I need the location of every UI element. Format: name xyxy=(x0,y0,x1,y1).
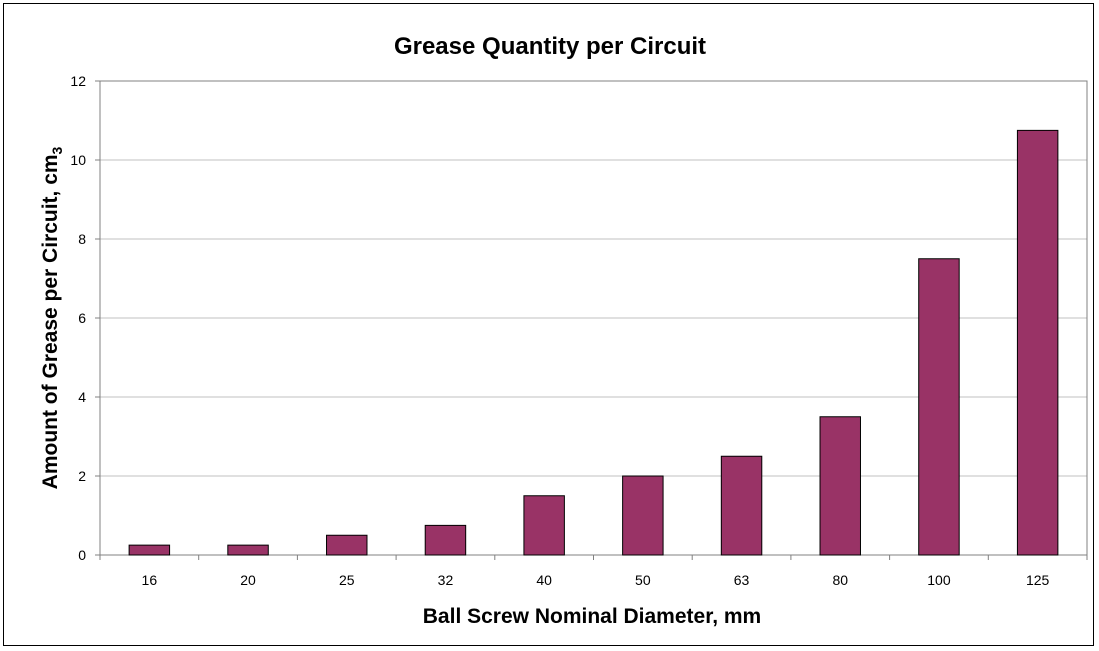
bar-100 xyxy=(918,258,960,556)
y-tick-label: 0 xyxy=(78,547,86,563)
bar-20 xyxy=(227,544,269,556)
bar-32 xyxy=(424,524,467,556)
x-tick-label: 50 xyxy=(635,572,651,588)
x-tick-label: 80 xyxy=(832,572,848,588)
x-axis-label: Ball Screw Nominal Diameter, mm xyxy=(423,605,761,628)
y-tick-label: 2 xyxy=(78,468,86,484)
y-axis-ticks: 0 2 4 6 8 10 12 xyxy=(70,73,100,563)
bar-125 xyxy=(1016,129,1059,556)
x-axis-ticks: 16 20 25 32 40 50 63 80 100 125 xyxy=(99,555,1088,588)
x-tick-label: 16 xyxy=(142,572,158,588)
y-tick-label: 4 xyxy=(78,389,86,405)
bar-16 xyxy=(128,544,171,556)
y-tick-label: 12 xyxy=(70,73,86,89)
y-tick-label: 6 xyxy=(78,310,86,326)
bar-25 xyxy=(326,534,368,556)
x-tick-label: 125 xyxy=(1026,572,1050,588)
y-axis-label-main: Amount of Grease per Circuit, cm xyxy=(39,154,62,489)
y-tick-label: 8 xyxy=(78,231,86,247)
chart-title: Grease Quantity per Circuit xyxy=(394,33,706,60)
x-tick-label: 25 xyxy=(339,572,355,588)
bar-80 xyxy=(819,416,861,556)
x-tick-label: 32 xyxy=(438,572,454,588)
x-tick-label: 20 xyxy=(240,572,256,588)
x-tick-label: 63 xyxy=(734,572,750,588)
bar-40 xyxy=(523,495,565,556)
bar-50 xyxy=(622,475,664,556)
y-tick-label: 10 xyxy=(70,152,86,168)
y-axis-label: Amount of Grease per Circuit, cm3 xyxy=(39,146,65,489)
x-tick-label: 40 xyxy=(536,572,552,588)
y-axis-label-subscript: 3 xyxy=(49,146,65,154)
x-tick-label: 100 xyxy=(927,572,951,588)
bars xyxy=(128,129,1059,556)
bar-63 xyxy=(720,455,763,556)
